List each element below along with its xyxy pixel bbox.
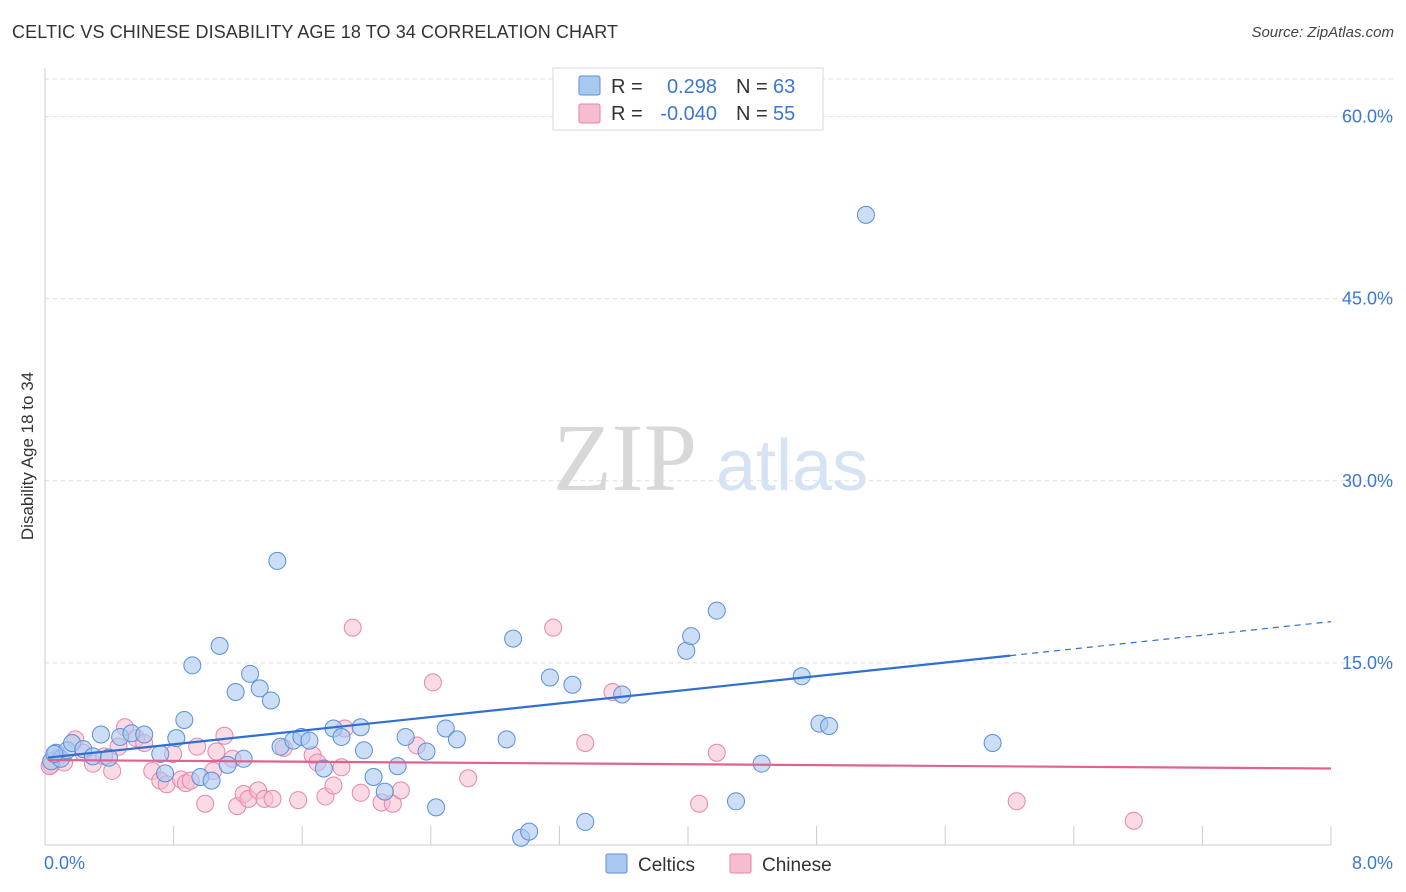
celtics-points [42,205,1002,847]
celtics-point [983,734,1002,753]
celtics-point [167,729,186,748]
chart-title: CELTIC VS CHINESE DISABILITY AGE 18 TO 3… [12,22,619,42]
x-axis-ticks [173,826,1332,845]
chinese-point [576,734,595,753]
watermark-atlas: atlas [716,426,868,506]
celtics-point [396,727,415,746]
chinese-point [1124,811,1143,830]
y-axis-tick-labels: 15.0% 30.0% 45.0% 60.0% [1342,107,1393,673]
celtics-point [175,710,194,729]
celtics-point [351,718,370,737]
celtics-point [241,664,260,683]
celtics-point [576,812,595,831]
celtics-point [520,822,539,841]
celtics-point [300,731,319,750]
chinese-series-swatch [729,853,752,874]
celtics-point [613,685,632,704]
celtics-r-label: R = [611,76,643,98]
chinese-point [207,742,226,761]
y-tick-label: 45.0% [1342,289,1393,309]
stats-legend: R = 0.298 N = 63 R = -0.040 N = 55 [552,67,824,131]
celtics-point [156,764,175,783]
celtics-series-label: Celtics [638,855,695,876]
celtics-trend-line [47,654,1011,759]
chinese-point [324,776,343,795]
chinese-point [707,743,726,762]
celtics-point [210,636,229,655]
celtics-point [504,629,523,648]
chinese-legend-swatch [578,103,601,124]
celtics-point [707,601,726,620]
watermark-zip: ZIP [553,404,697,511]
chinese-point [196,794,215,813]
celtics-r-value: 0.298 [667,76,717,98]
celtics-point [497,730,516,749]
celtics-point [261,691,280,710]
celtics-point [436,719,455,738]
celtics-point [250,679,269,698]
chinese-n-label: N = [736,103,768,125]
celtics-point [183,656,202,675]
celtics-point [218,755,237,774]
chinese-series-label: Chinese [762,855,832,876]
celtics-point [268,551,287,570]
celtics-point [135,725,154,744]
celtics-n-value: 63 [773,76,795,98]
celtics-point [364,768,383,787]
celtics-point [234,749,253,768]
trend-lines [47,621,1332,770]
celtics-point [83,747,102,766]
celtics-point [427,798,446,817]
chinese-point [690,794,709,813]
chinese-point [459,769,478,788]
chinese-point [263,789,282,808]
chinese-r-label: R = [611,103,643,125]
celtics-point [727,792,746,811]
celtics-trend-extension [1010,621,1332,657]
celtics-point [540,668,559,687]
chinese-point [391,781,410,800]
celtics-point [91,725,110,744]
x-tick-label-max: 8.0% [1352,853,1393,873]
celtics-point [820,717,839,736]
celtics-point [202,771,221,790]
chinese-r-value: -0.040 [660,103,717,125]
series-legend: Celtics Chinese [605,853,832,876]
chinese-point [423,673,442,692]
celtics-n-label: N = [736,76,768,98]
celtics-point [682,627,701,646]
celtics-legend-swatch [578,75,601,96]
celtics-point [563,675,582,694]
chinese-point [343,618,362,637]
chinese-point [215,726,234,745]
celtics-point [226,683,245,702]
celtics-point [375,782,394,801]
chinese-trend-line [47,758,1332,770]
grid-lines [45,78,1393,664]
celtics-point [856,205,875,224]
chinese-point [289,791,308,810]
celtics-point [417,742,436,761]
y-axis-title: Disability Age 18 to 34 [18,372,37,540]
celtics-point [99,748,118,767]
y-tick-label: 15.0% [1342,653,1393,673]
chinese-point [544,618,563,637]
y-tick-label: 30.0% [1342,471,1393,491]
chinese-point [351,783,370,802]
celtics-point [354,741,373,760]
celtics-point [388,757,407,776]
celtics-point [314,759,333,778]
celtics-series-swatch [605,853,628,874]
celtics-point [332,727,351,746]
chinese-n-value: 55 [773,103,795,125]
chinese-point [1007,792,1026,811]
y-tick-label: 60.0% [1342,107,1393,127]
source-label: Source: ZipAtlas.com [1251,24,1394,41]
chinese-points [40,618,1143,830]
x-tick-label-min: 0.0% [44,853,85,873]
celtics-point [447,730,466,749]
